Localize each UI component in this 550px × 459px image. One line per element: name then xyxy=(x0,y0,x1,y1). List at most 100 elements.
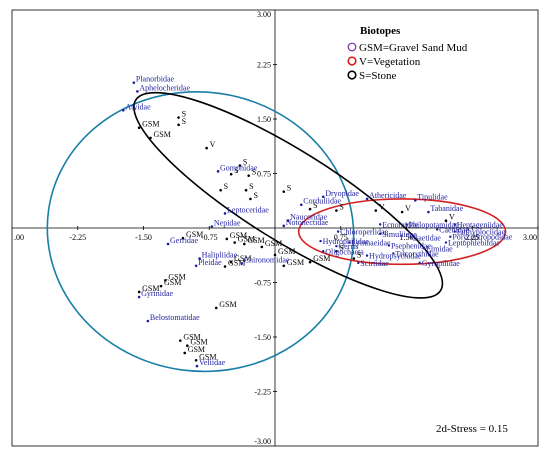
sample-point xyxy=(400,210,404,214)
sample-label: GSM xyxy=(183,333,200,342)
sample-label: V xyxy=(379,203,385,212)
biotope-ellipses xyxy=(46,91,507,373)
sample-label: S xyxy=(249,182,253,191)
sample-point xyxy=(444,219,448,223)
x-tick-label: -0.75 xyxy=(201,233,218,242)
sample-label: GSM xyxy=(247,236,264,245)
x-tick-label: 2.25 xyxy=(465,233,479,242)
family-point xyxy=(195,364,199,368)
y-tick-label: 2.25 xyxy=(257,61,271,70)
sample-point xyxy=(137,126,141,130)
sample-point xyxy=(282,264,286,268)
sample-label: GSM xyxy=(228,259,245,268)
sample-label: GSM xyxy=(142,284,159,293)
y-tick-label: -2.25 xyxy=(254,388,271,397)
sample-point xyxy=(282,190,286,193)
sample-point xyxy=(181,236,185,240)
y-tick-label: 0.75 xyxy=(257,170,271,179)
x-tick-label: 0.75 xyxy=(334,233,348,242)
family-label: Chironomidae xyxy=(244,256,290,265)
sample-label: GSM xyxy=(188,345,205,354)
cluster-point xyxy=(319,239,322,243)
legend-marker-s xyxy=(347,70,357,80)
family-label: Halipliidae xyxy=(202,251,238,260)
sample-point xyxy=(219,188,222,192)
cluster-label: Simuliidae xyxy=(382,230,417,239)
cluster-label: Baetidae xyxy=(413,233,441,242)
family-point xyxy=(240,262,243,265)
family-point xyxy=(137,295,141,299)
sample-label: GSM xyxy=(142,120,159,129)
cluster-label: Ecnomidae xyxy=(382,220,418,229)
family-point xyxy=(198,257,201,260)
sample-point xyxy=(243,242,246,246)
family-point xyxy=(194,264,198,268)
cluster-point xyxy=(348,241,351,244)
family-label: Nepidae xyxy=(214,219,241,228)
sample-point xyxy=(229,260,233,264)
sample-point xyxy=(223,265,227,268)
legend-label-s: S=Stone xyxy=(359,70,396,82)
sample-point xyxy=(149,136,152,140)
family-label: Atyidae xyxy=(125,102,151,111)
cluster-label: Caenidae xyxy=(439,225,469,234)
sample-label: GSM xyxy=(190,338,207,347)
family-label: Notonectidae xyxy=(286,218,329,227)
family-label: Corduliidae xyxy=(303,197,341,206)
family-label: Tabanidae xyxy=(430,204,463,213)
legend-title: Biotopes xyxy=(360,25,401,37)
sample-label: GSM xyxy=(186,230,203,239)
sample-label: S xyxy=(234,166,238,175)
sample-point xyxy=(183,351,187,355)
cluster-point xyxy=(336,230,340,233)
sample-point xyxy=(335,249,338,253)
cluster-point xyxy=(409,236,413,239)
y-tick-label: -1.50 xyxy=(254,333,271,342)
sample-label: S xyxy=(182,110,186,119)
sample-label: S xyxy=(243,158,247,167)
family-label: Gyrinidae xyxy=(141,289,173,298)
sample-point xyxy=(352,257,356,260)
sample-point xyxy=(308,207,312,211)
sample-label: S xyxy=(357,251,361,260)
cluster-label: Tricorythidae xyxy=(395,249,439,258)
legend-label-v: V=Vegetation xyxy=(359,56,421,68)
family-label: Planorbidae xyxy=(136,75,175,84)
cluster-label: Polycentropodidae xyxy=(452,233,512,242)
y-tick-label: 1.50 xyxy=(257,115,271,124)
cluster-label: Heptageniidae xyxy=(457,220,504,229)
x-edge-label: 3.00 xyxy=(523,233,537,242)
sample-label: V xyxy=(405,204,411,213)
sample-point xyxy=(225,237,229,241)
sample-label: V xyxy=(210,140,216,149)
family-label: Naucoridae xyxy=(290,213,327,222)
cluster-point xyxy=(418,261,421,265)
family-label: Athericidae xyxy=(369,191,407,200)
sample-label: GSM xyxy=(313,254,330,263)
family-point xyxy=(427,210,430,214)
family-label: Leptoceridae xyxy=(227,205,269,214)
x-tick-label: -2.25 xyxy=(69,233,86,242)
cluster-point xyxy=(453,223,456,226)
sample-point xyxy=(137,290,141,294)
family-label: Aphelocheridae xyxy=(139,83,190,92)
cluster-label: Leptophlebiidae xyxy=(448,239,500,248)
cluster-label: Gerris xyxy=(338,242,358,251)
legend-marker-v xyxy=(347,56,357,66)
sample-label: S xyxy=(182,117,186,126)
cluster-label: Scirtidae xyxy=(360,259,389,268)
sample-label: S xyxy=(339,243,343,252)
family-point xyxy=(146,319,150,323)
family-point xyxy=(282,224,286,228)
family-label: Gomphidae xyxy=(220,163,258,172)
legend: Biotopes GSM=Gravel Sand Mud V=Vegetatio… xyxy=(347,25,468,82)
stress-value: 2d-Stress = 0.15 xyxy=(436,423,508,435)
cluster-label: Euthyplociidae xyxy=(457,228,506,237)
y-bottom-label: -3.00 xyxy=(254,437,271,446)
sample-point xyxy=(238,164,242,167)
sample-label: GSM xyxy=(199,352,216,361)
cluster-point xyxy=(335,244,338,248)
